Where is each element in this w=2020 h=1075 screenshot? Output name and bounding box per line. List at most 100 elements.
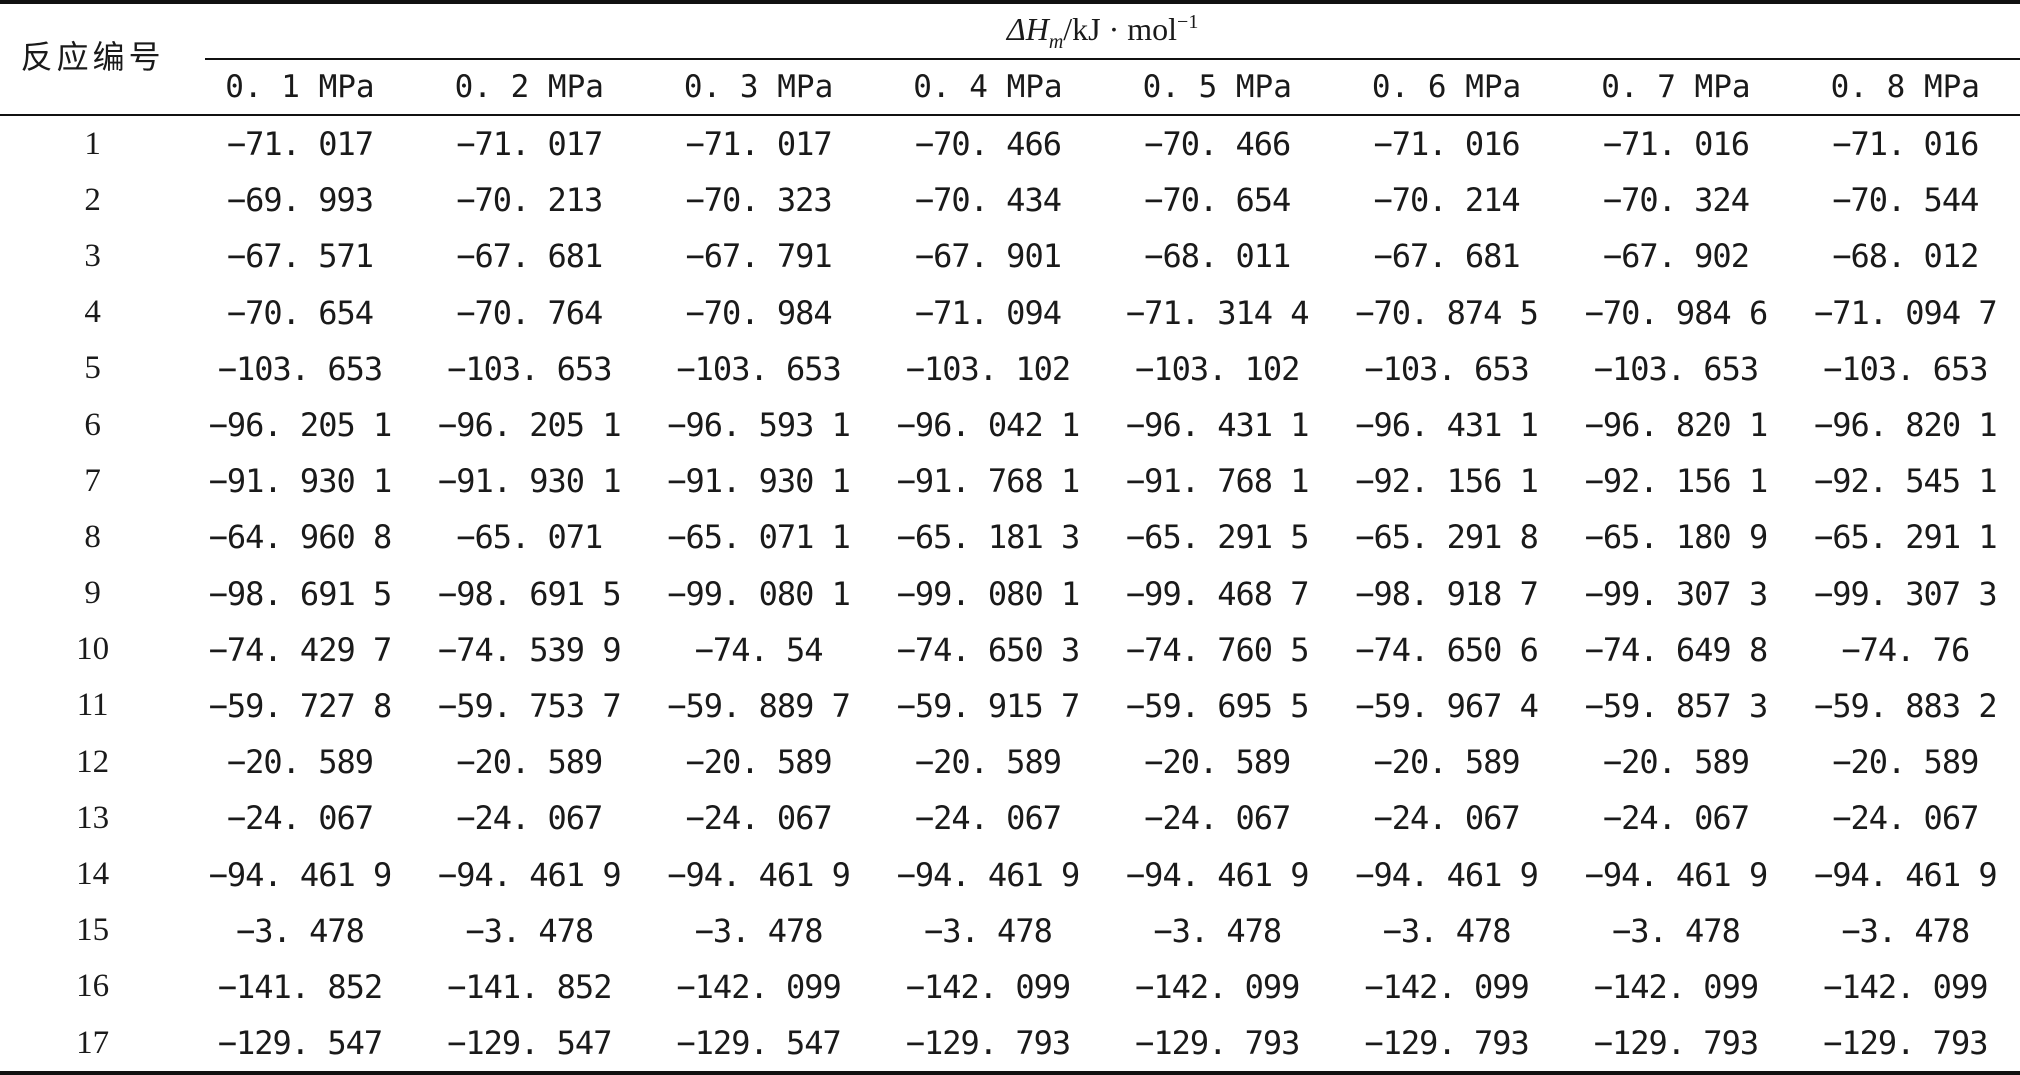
enthalpy-value-cell: −94. 461 9 [1355, 855, 1539, 894]
table-row: 15 −3. 478 −3. 478 −3. 478 −3. 478 −3. 478 −3.… [0, 903, 2020, 959]
pressure-column-header: 0. 4 MPa [873, 60, 1103, 116]
enthalpy-value-cell: −64. 960 8 [208, 518, 393, 557]
reaction-number-cell: 7 [84, 462, 101, 499]
enthalpy-value-cell: −94. 461 9 [437, 855, 622, 894]
reaction-number-cell: 12 [76, 743, 110, 780]
enthalpy-value-cell: −96. 042 1 [896, 406, 1081, 445]
enthalpy-value-cell: −94. 461 9 [1813, 855, 1998, 894]
reaction-number-cell: 1 [84, 125, 101, 162]
enthalpy-value-cell: −103. 653 [447, 349, 612, 388]
enthalpy-value-cell: −3. 478 [236, 911, 365, 950]
enthalpy-value-cell: −24. 067 [685, 799, 833, 838]
table-row: 12 −20. 589 −20. 589 −20. 589 −20. 589 −20. 5… [0, 734, 2020, 790]
enthalpy-value-cell: −3. 478 [1611, 911, 1741, 950]
enthalpy-value-cell: −74. 760 5 [1125, 630, 1310, 669]
enthalpy-value-cell: −70. 984 6 [1584, 293, 1769, 332]
enthalpy-value-cell: −91. 930 1 [208, 462, 393, 501]
enthalpy-value-cell: −20. 589 [456, 743, 603, 782]
pressure-column-header: 0. 7 MPa [1561, 60, 1791, 116]
enthalpy-value-cell: −59. 857 3 [1584, 686, 1769, 725]
table-row: 10 −74. 429 7 −74. 539 9 −74. 54 −74. 650 3 −… [0, 622, 2020, 678]
table-row: 11 −59. 727 8 −59. 753 7 −59. 889 7 −59. 915… [0, 678, 2020, 734]
enthalpy-value-cell: −74. 76 [1841, 630, 1970, 669]
enthalpy-value-cell: −65. 180 9 [1584, 518, 1769, 557]
enthalpy-value-cell: −24. 067 [1144, 799, 1291, 838]
pressure-column-header: 0. 8 MPa [1790, 60, 2020, 116]
enthalpy-value-cell: −96. 431 1 [1355, 406, 1539, 445]
enthalpy-value-cell: −70. 466 [1144, 125, 1291, 164]
enthalpy-value-cell: −99. 080 1 [667, 574, 851, 613]
table-row: 2 −69. 993 −70. 213 −70. 323 −70. 434 −70. 65… [0, 172, 2020, 228]
enthalpy-value-cell: −142. 099 [1135, 967, 1300, 1006]
enthalpy-value-cell: −74. 429 7 [208, 630, 393, 669]
enthalpy-value-cell: −99. 307 3 [1584, 574, 1769, 613]
enthalpy-value-cell: −141. 852 [447, 967, 612, 1006]
enthalpy-value-cell: −96. 820 1 [1813, 406, 1998, 445]
enthalpy-value-cell: −94. 461 9 [896, 855, 1081, 894]
reaction-number-cell: 10 [76, 631, 110, 668]
reaction-number-cell: 4 [84, 294, 101, 331]
enthalpy-value-cell: −20. 589 [1373, 743, 1521, 782]
enthalpy-value-cell: −3. 478 [465, 911, 594, 950]
reaction-number-cell: 3 [84, 237, 101, 274]
enthalpy-value-cell: −91. 768 1 [1125, 462, 1310, 501]
enthalpy-value-cell: −70. 764 [456, 293, 603, 332]
enthalpy-value-cell: −24. 067 [1832, 799, 1979, 838]
enthalpy-value-cell: −65. 291 1 [1813, 518, 1998, 557]
reaction-number-cell: 17 [0, 1015, 186, 1075]
table-row: 1 −71. 017 −71. 017 −71. 017 −70. 466 −70. 46… [0, 115, 2020, 172]
enthalpy-value-cell: −71. 016 [1373, 125, 1521, 164]
enthalpy-value-cell: −94. 461 9 [208, 855, 393, 894]
enthalpy-value-cell: −142. 099 [905, 967, 1071, 1006]
enthalpy-value-cell: −96. 431 1 [1125, 406, 1310, 445]
reaction-number-cell: 14 [76, 856, 110, 893]
enthalpy-value-cell: −98. 918 7 [1355, 574, 1539, 613]
pressure-column-header: 0. 5 MPa [1102, 60, 1332, 116]
enthalpy-value-cell: −59. 753 7 [437, 686, 622, 725]
enthalpy-value-cell: −142. 099 [1593, 967, 1759, 1006]
reaction-number-cell: 2 [84, 181, 101, 218]
reaction-number-cell: 16 [76, 968, 110, 1005]
enthalpy-value-cell: −74. 649 8 [1584, 630, 1769, 669]
enthalpy-value-cell: −103. 653 [1823, 349, 1988, 388]
enthalpy-value-cell: −68. 012 [1832, 237, 1979, 276]
enthalpy-value-cell: −91. 930 1 [667, 462, 851, 501]
table-row: 5 −103. 653 −103. 653 −103. 653 −103. 102 −10… [0, 341, 2020, 397]
enthalpy-value-cell: −3. 478 [694, 911, 824, 950]
enthalpy-value-cell: −59. 915 7 [896, 686, 1081, 725]
table-row: 13 −24. 067 −24. 067 −24. 067 −24. 067 −24. 0… [0, 790, 2020, 846]
pressure-column-header: 0. 3 MPa [643, 60, 874, 116]
enthalpy-value-cell: −24. 067 [456, 799, 603, 838]
enthalpy-value-cell: −74. 54 [694, 630, 824, 669]
enthalpy-value-cell: −92. 156 1 [1584, 462, 1769, 501]
enthalpy-value-cell: −67. 681 [456, 237, 603, 276]
enthalpy-value-cell: −20. 589 [226, 743, 374, 782]
enthalpy-value-cell: −59. 967 4 [1355, 686, 1539, 725]
reaction-number-cell: 5 [84, 350, 101, 387]
enthalpy-value-cell: −3. 478 [1153, 911, 1282, 950]
enthalpy-value-cell: −99. 080 1 [896, 574, 1081, 613]
enthalpy-group-header: ΔHm/kJ · mol−1 [185, 0, 2020, 60]
table-row: 17 −129. 547 −129. 547 −129. 547 −129. 793 −1… [0, 1015, 2020, 1075]
enthalpy-value-cell: −65. 071 [456, 518, 603, 557]
enthalpy-value-cell: −142. 099 [676, 967, 841, 1006]
enthalpy-value-cell: −70. 213 [456, 181, 603, 220]
reaction-number-cell: 15 [76, 912, 110, 949]
table-body: 1 −71. 017 −71. 017 −71. 017 −70. 466 −70. 46… [0, 115, 2020, 1075]
enthalpy-value-cell: −67. 571 [226, 237, 374, 276]
enthalpy-value-cell: −67. 901 [914, 237, 1062, 276]
enthalpy-value-cell: −94. 461 9 [1584, 855, 1769, 894]
enthalpy-value-cell: −65. 071 1 [667, 518, 851, 557]
enthalpy-value-cell: −96. 820 1 [1584, 406, 1769, 445]
reaction-number-cell: 6 [84, 406, 101, 443]
enthalpy-value-cell: −59. 883 2 [1813, 686, 1998, 725]
enthalpy-value-cell: −24. 067 [1373, 799, 1521, 838]
enthalpy-value-cell: −3. 478 [923, 911, 1053, 950]
enthalpy-value-cell: −71. 017 [456, 125, 603, 164]
enthalpy-value-cell: −129. 793 [1790, 1015, 2020, 1075]
table-row: 3 −67. 571 −67. 681 −67. 791 −67. 901 −68. 01… [0, 228, 2020, 284]
enthalpy-value-cell: −24. 067 [914, 799, 1062, 838]
enthalpy-value-cell: −129. 793 [873, 1015, 1103, 1075]
enthalpy-value-cell: −103. 102 [905, 349, 1071, 388]
enthalpy-value-cell: −24. 067 [226, 799, 374, 838]
